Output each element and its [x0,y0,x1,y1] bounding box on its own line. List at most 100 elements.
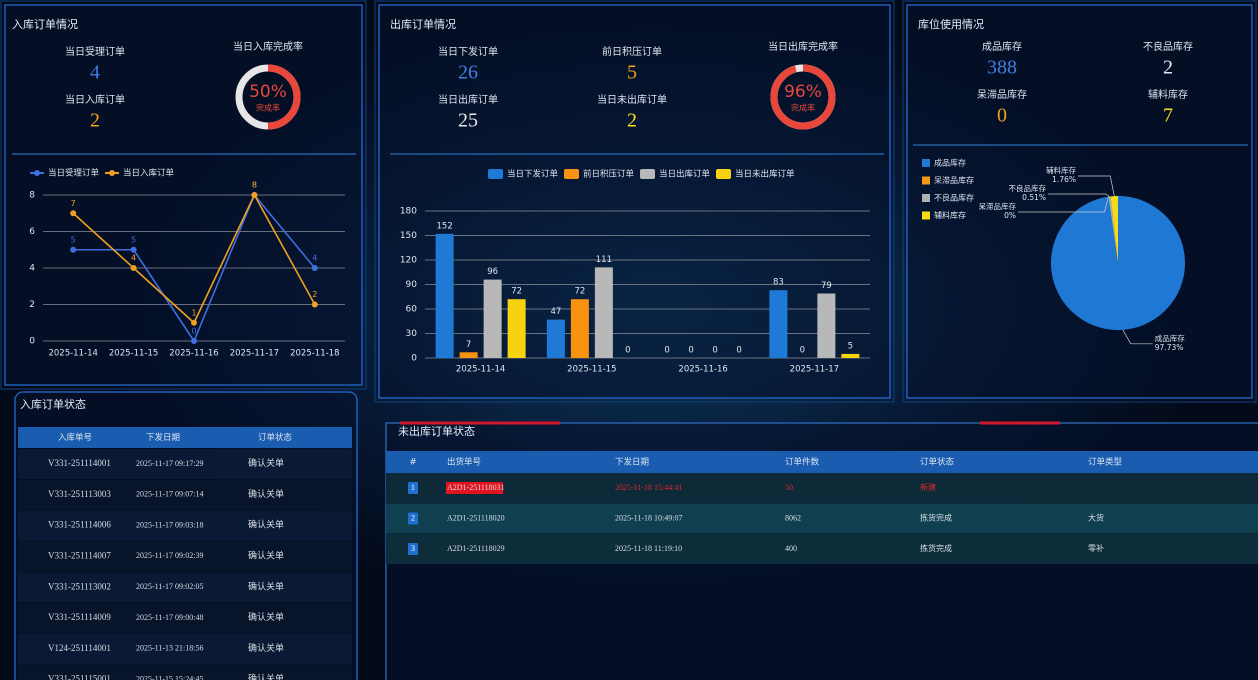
pie-slice [1108,196,1118,263]
bar [769,290,788,358]
bar [546,319,565,358]
legend-marker [34,170,40,176]
data-label: 7 [71,199,76,208]
table-cell: 2025-11-13 21:18:56 [136,644,203,653]
data-label: 72 [511,287,522,297]
panel-frame [902,0,1257,403]
row-index-badge [408,543,418,555]
stat-value: 5 [627,62,637,84]
table-cell: 2025-11-17 09:07:14 [136,490,203,499]
point [191,338,197,344]
bar [594,267,613,358]
pie-value-label: 97.73% [1155,343,1184,352]
stat-label: 呆滞品库存 [977,88,1027,101]
data-label: 152 [437,221,453,231]
bar [817,293,836,358]
y-tick-label: 6 [29,227,35,237]
y-tick-label: 0 [411,354,417,364]
legend-swatch [922,176,930,185]
bar [435,233,454,358]
table-cell: 确认关单 [248,488,284,499]
gauge-title: 当日入库完成率 [233,40,303,53]
point [311,265,318,271]
highlight [446,482,503,494]
table-cell: 确认关单 [248,549,284,560]
data-label: 0 [736,346,741,356]
stat-label: 前日积压订单 [602,45,662,58]
table-row [18,449,352,479]
table-row [18,603,352,633]
data-label: 72 [574,287,585,297]
pie-slice [1110,196,1118,263]
table-header-cell: 订单状态 [258,432,293,443]
table-cell: 2025-11-18 15:44:41 [615,483,682,492]
bar [507,299,526,358]
table-cell: 1 [411,483,415,492]
point [70,246,77,253]
legend-swatch [922,194,930,202]
data-label: 7 [466,340,471,350]
y-tick-label: 4 [29,264,35,274]
table-cell: 大货 [1088,512,1104,522]
legend-label: 成品库存 [934,158,966,168]
stat-label: 当日未出库订单 [597,93,667,106]
table-header-cell: 订单类型 [1088,457,1123,468]
stat-label: 当日受理订单 [65,45,125,58]
data-label: 5 [71,235,76,244]
gauge-title: 当日出库完成率 [768,40,838,53]
data-label: 8 [252,181,257,190]
pie-label: 成品库存 [1155,333,1185,343]
table-header [18,427,352,448]
stat-label: 辅料库存 [1148,88,1188,101]
gauge-value: 96% [784,82,822,102]
gauge-caption: 完成率 [256,103,280,113]
table-cell: 确认关单 [248,519,284,530]
point [251,192,258,198]
table-cell: 拣货完成 [920,543,952,553]
x-tick-label: 2025-11-17 [790,365,839,375]
gauge-caption: 完成率 [791,103,815,113]
data-label: 5 [848,341,853,351]
legend-label: 当日受理订单 [48,168,100,179]
table-cell: V331-251114007 [48,550,111,560]
pie-value-label: 1.76% [1052,175,1076,184]
data-label: 0 [688,346,693,356]
y-tick-label: 2 [29,300,35,310]
legend-swatch [922,159,930,167]
data-label: 4 [131,254,136,263]
table-row [386,503,1258,534]
data-label: 96 [487,267,498,277]
legend-marker [109,170,115,176]
stat-value: 2 [1163,57,1173,79]
table-cell: 2025-11-17 09:02:39 [136,551,203,560]
x-tick-label: 2025-11-16 [678,365,727,375]
gauge-arc [770,64,836,130]
data-label: 0 [712,346,717,356]
panel-frame [0,0,367,390]
pie-label: 辅料库存 [1046,165,1076,175]
data-label: 0 [664,346,669,356]
data-label: 79 [821,281,832,291]
legend-swatch [922,211,930,220]
stat-label: 成品库存 [982,40,1022,53]
table-header-cell: 订单件数 [785,457,820,468]
table-cell: 确认关单 [248,611,284,622]
y-tick-label: 0 [29,337,35,347]
stat-value: 4 [90,62,100,84]
panel-title: 出库订单情况 [390,17,456,31]
bar [570,299,589,358]
panel-title: 入库订单情况 [12,18,78,31]
leader-line [1078,175,1115,197]
panel-title: 入库订单状态 [20,397,86,411]
pie-value-label: 0.51% [1022,193,1046,202]
table-cell: 2025-11-17 09:02:05 [136,582,203,591]
stat-label: 当日入库订单 [65,93,125,106]
stat-value: 0 [997,105,1007,127]
table-cell: 确认关单 [248,580,284,591]
gauge-value: 50% [249,82,287,102]
legend-swatch [640,169,655,179]
legend-label: 呆滞品库存 [934,175,974,185]
table-row [386,473,1258,503]
panel-title: 库位使用情况 [918,17,984,31]
table-row [18,633,352,664]
